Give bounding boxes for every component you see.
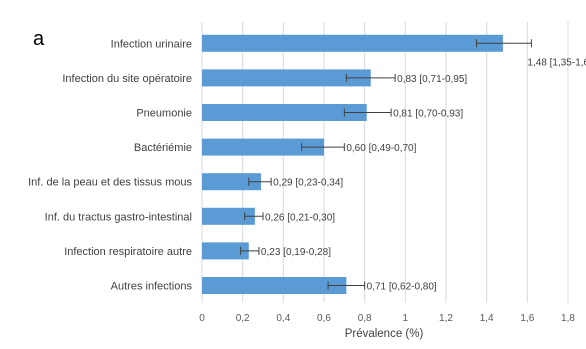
bar	[202, 277, 347, 294]
category-label: Pneumonie	[136, 108, 192, 120]
x-tick-label: 1,8	[561, 313, 575, 324]
bar	[202, 242, 249, 260]
error-bar	[244, 212, 264, 221]
grid-lines	[201, 22, 569, 303]
x-axis-ticks: 0 0,2 0,4 0,6 0,8 1 1,2 1,4 1,6 1,8	[199, 313, 575, 324]
bar	[202, 104, 367, 121]
error-bar	[327, 281, 366, 290]
bar	[202, 138, 324, 156]
bar	[202, 69, 371, 87]
bars	[202, 34, 503, 294]
category-labels: Infection urinaire Infection du site opér…	[28, 38, 192, 292]
x-tick-label: 1,2	[439, 313, 453, 324]
x-tick-label: 0,4	[276, 313, 290, 324]
category-label: Infection respiratoire autre	[64, 246, 192, 258]
data-label: 0,81 [0,70-0,93]	[393, 109, 463, 120]
x-tick-label: 0,8	[358, 313, 372, 324]
x-tick-label: 0	[199, 313, 205, 324]
x-tick-label: 1,6	[520, 313, 534, 324]
category-label: Infection urinaire	[111, 38, 192, 50]
error-bar	[248, 177, 272, 186]
data-label: 0,26 [0,21-0,30]	[265, 212, 335, 223]
x-tick-label: 1	[403, 313, 409, 324]
data-label: 1,48 [1,35-1,62]	[527, 57, 586, 68]
error-bar	[240, 246, 260, 255]
data-label: 0,83 [0,71-0,95]	[397, 74, 467, 85]
data-label: 0,71 [0,62-0,80]	[367, 282, 437, 293]
category-label: Inf. du tractus gastro-intestinal	[45, 211, 192, 223]
category-label: Bactériémie	[134, 142, 192, 154]
x-tick-label: 0,2	[236, 313, 250, 324]
x-tick-label: 1,4	[480, 313, 494, 324]
bar	[202, 34, 503, 52]
error-bar	[301, 143, 345, 152]
error-bar	[343, 108, 392, 117]
category-label: Autres infections	[111, 281, 193, 293]
data-label: 0,23 [0,19-0,28]	[261, 247, 331, 258]
data-label: 0,60 [0,49-0,70]	[346, 143, 416, 154]
panel-letter: a	[33, 28, 45, 50]
category-label: Inf. de la peau et des tissus mous	[28, 177, 192, 189]
bar	[202, 207, 255, 225]
error-bars	[240, 39, 532, 290]
data-labels: 1,48 [1,35-1,62] 0,83 [0,71-0,95] 0,81 [0,…	[261, 57, 586, 292]
x-axis-title: Prévalence (%)	[345, 328, 424, 340]
error-bar	[345, 73, 396, 82]
bar	[202, 173, 261, 191]
data-label: 0,29 [0,23-0,34]	[273, 178, 343, 189]
x-tick-label: 0,6	[317, 313, 331, 324]
category-label: Infection du site opératoire	[62, 73, 192, 85]
error-bar	[476, 39, 532, 48]
